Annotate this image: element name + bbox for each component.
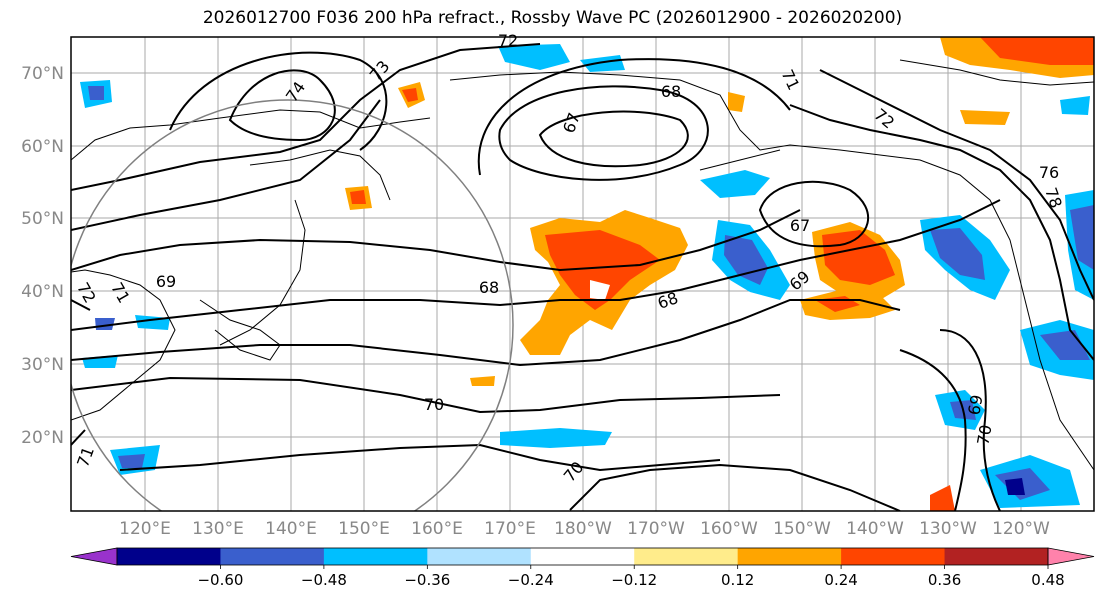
colorbar-tick-label: 0.36: [928, 571, 961, 589]
map-title: 2026012700 F036 200 hPa refract., Rossby…: [202, 8, 903, 28]
colorbar-segment: [737, 548, 842, 565]
colorbar: −0.60 −0.48 −0.36 −0.24 −0.12 0.12 0.24 0.36 0.4…: [70, 547, 1095, 589]
lon-label: 140°E: [265, 519, 317, 539]
contour-label: 69: [964, 393, 986, 416]
contour-label: 68: [479, 278, 499, 297]
lon-label: 170°W: [627, 519, 685, 539]
contour-label: 76: [1039, 163, 1059, 182]
colorbar-tick-label: −0.60: [197, 571, 243, 589]
colorbar-segment: [323, 548, 428, 565]
lon-label: 160°E: [411, 519, 463, 539]
latitude-labels: 70°N 60°N 50°N 40°N 30°N 20°N: [21, 64, 64, 448]
contour-label: 70: [973, 423, 995, 446]
colorbar-segment: [220, 548, 325, 565]
contour-label: 69: [156, 272, 176, 291]
colorbar-segment: [634, 548, 739, 565]
lon-label: 120°W: [992, 519, 1050, 539]
colorbar-tick-label: −0.48: [301, 571, 347, 589]
colorbar-tick-label: −0.36: [404, 571, 450, 589]
colorbar-segment: [841, 548, 946, 565]
lon-label: 180°W: [554, 519, 612, 539]
lat-label: 60°N: [21, 137, 64, 157]
contour-lines: [71, 43, 1094, 511]
reference-circle: [71, 99, 514, 511]
contour-label: 72: [498, 31, 518, 50]
lat-label: 50°N: [21, 209, 64, 229]
colorbar-tick-label: 0.12: [721, 571, 754, 589]
lat-label: 20°N: [21, 428, 64, 448]
map-border: [70, 36, 1095, 512]
colorbar-segment: [117, 548, 221, 565]
lat-label: 70°N: [21, 64, 64, 84]
contour-label: 68: [661, 82, 681, 101]
lon-label: 150°E: [338, 519, 390, 539]
colorbar-extend-high: [1047, 547, 1095, 566]
colorbar-tick-label: −0.12: [611, 571, 657, 589]
lon-label: 130°E: [192, 519, 244, 539]
contour-label: 67: [790, 216, 810, 235]
lon-label: 140°W: [846, 519, 904, 539]
colorbar-tick-label: −0.24: [508, 571, 554, 589]
colorbar-extend-low: [70, 547, 118, 566]
colorbar-tick-label: 0.48: [1031, 571, 1064, 589]
contour-label: 70: [424, 395, 444, 414]
lon-label: 120°E: [119, 519, 171, 539]
lon-label: 150°W: [773, 519, 831, 539]
lon-label: 170°E: [484, 519, 536, 539]
lat-label: 40°N: [21, 282, 64, 302]
colorbar-segment: [944, 548, 1049, 565]
colorbar-segment: [427, 548, 532, 565]
colorbar-segment: [530, 548, 635, 565]
lon-label: 130°W: [919, 519, 977, 539]
longitude-labels: 120°E 130°E 140°E 150°E 160°E 170°E 180°W 170°W…: [119, 519, 1050, 539]
lat-label: 30°N: [21, 355, 64, 375]
lon-label: 160°W: [700, 519, 758, 539]
colorbar-tick-label: 0.24: [824, 571, 857, 589]
